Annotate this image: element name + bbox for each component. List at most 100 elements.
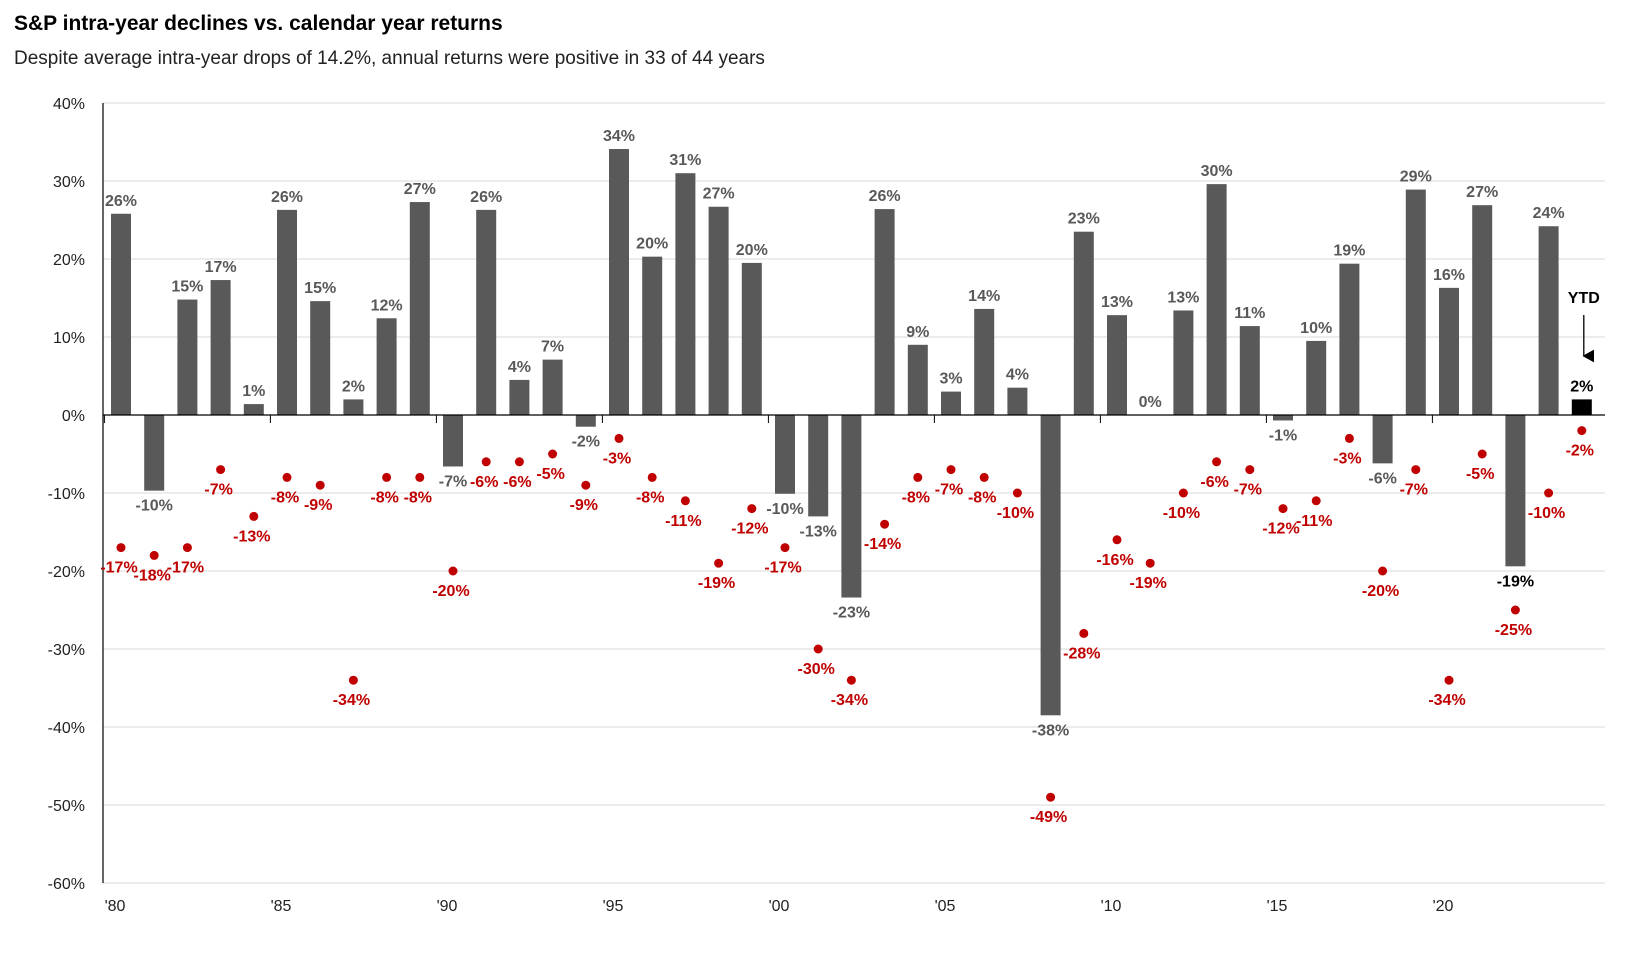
- dot-data-label: -13%: [233, 528, 270, 545]
- dot-data-label: -9%: [304, 497, 332, 514]
- return-bar: [874, 209, 895, 415]
- return-bar: [376, 318, 397, 415]
- dot-data-label: -10%: [1163, 505, 1200, 522]
- bar-data-label: 4%: [1006, 367, 1029, 384]
- gridlines: [103, 102, 1605, 884]
- return-bar: [1571, 399, 1592, 415]
- dot-data-label: -34%: [333, 692, 370, 709]
- bar-data-label: 13%: [1101, 294, 1133, 311]
- decline-dot: [1411, 465, 1421, 475]
- dot-data-label: -6%: [470, 474, 498, 491]
- return-bar: [575, 415, 596, 427]
- return-bar: [409, 202, 430, 415]
- return-bar: [609, 149, 629, 415]
- dot-data-label: -7%: [935, 482, 963, 499]
- return-bar: [1505, 415, 1526, 567]
- bar-data-label: 27%: [404, 181, 436, 198]
- bar-data-label: 17%: [205, 259, 237, 276]
- return-bar: [1206, 184, 1227, 415]
- bar-data-label: 29%: [1400, 169, 1432, 186]
- bar-data-label: 12%: [371, 297, 403, 314]
- bar-data-label: 26%: [470, 189, 502, 206]
- return-bar: [741, 262, 762, 415]
- y-tick-label: 40%: [53, 96, 85, 113]
- return-bar: [642, 256, 663, 415]
- dot-data-label: -11%: [665, 513, 701, 530]
- decline-dot: [680, 496, 690, 506]
- dot-data-label: -49%: [1030, 809, 1067, 826]
- bar-data-label: -19%: [1497, 573, 1534, 590]
- bar-data-label: 24%: [1533, 205, 1565, 222]
- return-bar: [542, 359, 563, 415]
- dot-data-label: -17%: [764, 560, 801, 577]
- bar-data-label: 13%: [1167, 289, 1199, 306]
- decline-dot: [481, 457, 491, 467]
- x-tick-label: '15: [1267, 898, 1288, 915]
- decline-dot: [382, 472, 392, 482]
- bar-data-label: 11%: [1234, 305, 1265, 322]
- bar-data-label: 1%: [242, 383, 265, 400]
- dot-data-label: -14%: [864, 536, 901, 553]
- dot-data-label: -5%: [536, 466, 564, 483]
- return-bar: [1239, 326, 1260, 415]
- chart-title: S&P intra-year declines vs. calendar yea…: [14, 12, 503, 35]
- bar-data-label: -10%: [766, 501, 803, 518]
- bar-data-label: 4%: [508, 359, 531, 376]
- decline-dot: [946, 465, 956, 475]
- bar-data-label: 31%: [669, 152, 701, 169]
- decline-dot: [116, 543, 126, 553]
- y-tick-label: 30%: [53, 174, 85, 191]
- return-bar: [808, 415, 829, 517]
- dot-data-label: -7%: [1234, 482, 1262, 499]
- return-bar: [210, 280, 231, 415]
- bar-data-label: 19%: [1333, 243, 1365, 260]
- dot-data-label: -6%: [1200, 474, 1228, 491]
- return-bar: [476, 209, 497, 415]
- bar-data-label: 7%: [541, 339, 564, 356]
- x-tick-label: '80: [105, 898, 126, 915]
- dot-data-label: -6%: [503, 474, 531, 491]
- return-bar: [1339, 263, 1360, 415]
- return-bar: [1405, 189, 1426, 415]
- dot-data-label: -10%: [1528, 505, 1565, 522]
- x-tick-label: '00: [769, 898, 790, 915]
- bar-data-label: 20%: [636, 236, 668, 253]
- return-bar: [675, 173, 696, 415]
- dot-data-label: -8%: [271, 489, 299, 506]
- return-bar: [1107, 315, 1127, 415]
- dot-data-label: -2%: [1566, 443, 1594, 460]
- y-tick-label: 20%: [53, 252, 85, 269]
- data-labels: 26%-10%15%17%1%26%15%2%12%27%-7%26%4%7%-…: [100, 128, 1594, 826]
- return-bar: [1538, 226, 1559, 415]
- return-bar: [974, 308, 995, 415]
- return-bar: [277, 209, 297, 415]
- decline-dot: [647, 472, 657, 482]
- decline-dot: [182, 543, 192, 553]
- dot-data-label: -8%: [404, 489, 432, 506]
- x-tick-label: '85: [271, 898, 292, 915]
- decline-dot: [780, 543, 790, 553]
- bar-data-label: 0%: [1139, 394, 1162, 411]
- return-bar: [509, 379, 530, 415]
- dot-data-label: -30%: [798, 661, 835, 678]
- bar-data-label: 2%: [342, 378, 365, 395]
- dot-data-label: -20%: [432, 583, 469, 600]
- dot-data-label: -19%: [698, 575, 735, 592]
- decline-dot: [1577, 426, 1587, 436]
- dot-data-label: -10%: [997, 505, 1034, 522]
- y-tick-label: -40%: [48, 720, 85, 737]
- y-tick-label: -20%: [48, 564, 85, 581]
- decline-dot: [1112, 535, 1122, 545]
- dot-data-label: -17%: [100, 560, 137, 577]
- decline-dot: [415, 472, 425, 482]
- y-tick-label: -10%: [48, 486, 85, 503]
- decline-dot: [1245, 465, 1255, 475]
- bar-data-label: -1%: [1269, 427, 1297, 444]
- bar-data-label: 26%: [271, 189, 303, 206]
- bar-data-label: 14%: [968, 288, 1000, 305]
- bar-data-label: -7%: [439, 473, 467, 490]
- return-bar: [310, 301, 331, 415]
- y-tick-label: -60%: [48, 876, 85, 893]
- return-bar: [1372, 415, 1393, 464]
- decline-dot: [880, 519, 890, 529]
